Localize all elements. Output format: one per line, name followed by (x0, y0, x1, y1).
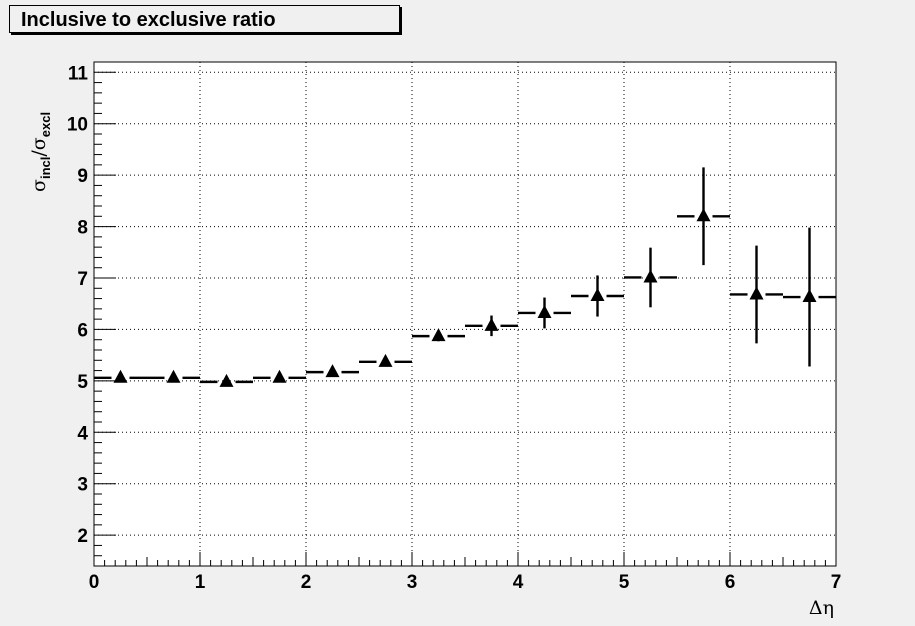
y-axis-sub-1: incl (38, 157, 53, 179)
triangle-marker (802, 289, 817, 303)
x-axis-title: Δη (809, 597, 834, 619)
y-tick-label: 11 (68, 63, 89, 84)
chart-title: Inclusive to exclusive ratio (9, 5, 400, 33)
y-tick-label: 4 (77, 423, 88, 444)
x-tick-label: 1 (195, 572, 206, 593)
y-axis-sub-2: excl (38, 112, 53, 137)
data-point (465, 315, 518, 337)
data-point (412, 328, 465, 342)
data-points (94, 167, 836, 387)
data-point (518, 297, 571, 329)
data-point (359, 353, 412, 367)
x-tick-label: 3 (407, 572, 418, 593)
triangle-marker (749, 286, 764, 300)
y-tick-label: 8 (77, 218, 88, 239)
triangle-marker (696, 208, 711, 222)
y-axis-slash: / (28, 150, 50, 157)
y-axis-sigma-2: σ (28, 137, 50, 150)
y-tick-label: 9 (77, 166, 88, 187)
y-tick-label: 5 (77, 372, 88, 393)
triangle-marker (325, 364, 340, 378)
y-axis-title: σincl/σexcl (28, 112, 53, 192)
y-tick-label: 6 (77, 320, 88, 341)
triangle-marker (166, 369, 181, 383)
data-point (200, 373, 253, 387)
x-tick-label: 4 (513, 572, 524, 593)
triangle-marker (537, 304, 552, 318)
triangle-marker (113, 369, 128, 383)
data-point (730, 245, 783, 344)
triangle-marker (272, 369, 287, 383)
triangle-marker (219, 373, 234, 387)
y-tick-label: 3 (77, 475, 88, 496)
triangle-marker (590, 288, 605, 301)
data-point (147, 369, 200, 383)
grid-lines (94, 62, 836, 566)
x-tick-label: 2 (301, 572, 312, 593)
plot-background (94, 62, 836, 566)
data-point (677, 167, 730, 266)
data-point (783, 227, 836, 367)
data-point (94, 369, 147, 383)
triangle-marker (431, 328, 446, 342)
tick-labels: 0 1 2 3 4 5 6 7 2 3 4 5 6 7 8 9 10 11 (67, 63, 841, 593)
x-tick-label: 0 (89, 572, 100, 593)
y-axis-sigma-1: σ (28, 179, 50, 192)
y-tick-label: 7 (77, 269, 88, 290)
data-point (253, 369, 306, 383)
triangle-marker (484, 317, 499, 331)
data-point (624, 247, 677, 308)
data-point (306, 364, 359, 378)
x-tick-label: 6 (725, 572, 736, 593)
x-tick-label: 5 (619, 572, 630, 593)
triangle-marker (643, 269, 658, 283)
y-tick-label: 10 (67, 115, 88, 136)
y-tick-label: 2 (77, 526, 88, 547)
x-tick-label: 7 (831, 572, 842, 593)
data-point (571, 275, 624, 317)
axis-ticks (93, 61, 837, 567)
triangle-marker (378, 353, 393, 367)
